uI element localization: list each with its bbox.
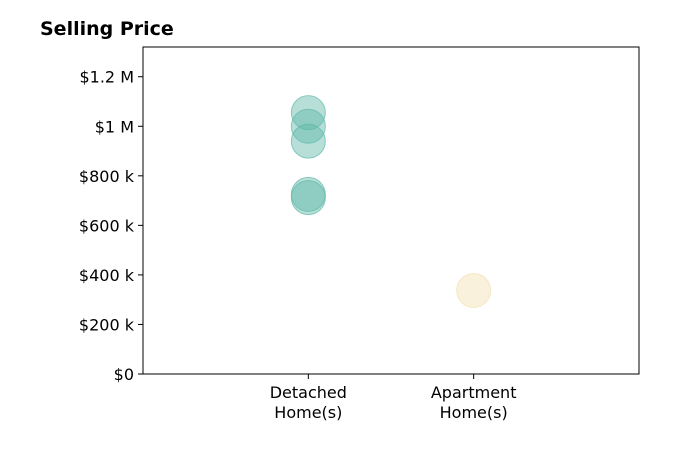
y-tick-label: $1.2 M xyxy=(79,68,134,87)
y-axis: $0 $200 k $400 k $600 k $800 k $1 M $1.2 M xyxy=(79,68,143,384)
plot-area xyxy=(142,46,640,375)
data-points xyxy=(290,95,492,309)
x-axis: Detached Home(s) Apartment Home(s) xyxy=(270,374,517,422)
detached-home-point xyxy=(290,180,326,216)
detached-home-point xyxy=(290,95,326,131)
y-tick-label: $0 xyxy=(114,365,134,384)
x-tick-label: Apartment Home(s) xyxy=(431,383,517,422)
chart-title: Selling Price xyxy=(40,18,174,40)
detached-home-point xyxy=(290,108,326,144)
apartment-home-point xyxy=(456,273,492,309)
y-tick-label: $400 k xyxy=(79,266,135,285)
y-tick-label: $200 k xyxy=(79,315,135,334)
x-tick-label: Detached Home(s) xyxy=(270,383,347,422)
y-tick-label: $600 k xyxy=(79,216,135,235)
detached-home-point xyxy=(290,123,326,159)
y-tick-label: $1 M xyxy=(95,117,134,136)
y-tick-label: $800 k xyxy=(79,167,135,186)
